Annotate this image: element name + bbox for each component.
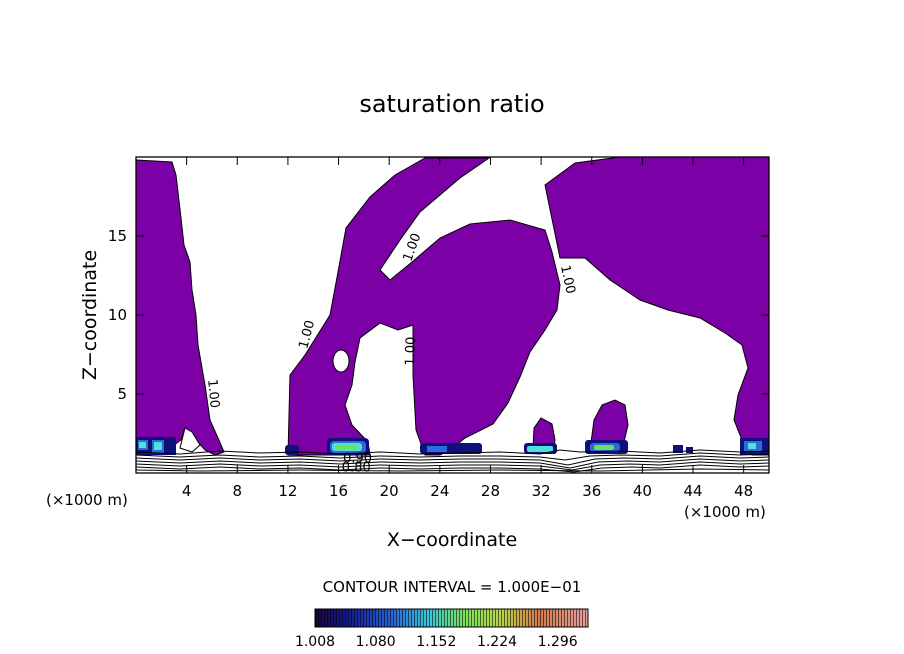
x-tick-label: 20 (380, 482, 399, 500)
x-tick-label: 8 (233, 482, 243, 500)
x-tick-label: 16 (329, 482, 348, 500)
colorbar-tick-label: 1.080 (356, 634, 396, 650)
x-axis-label: X−coordinate (387, 529, 517, 551)
region-central-arch (287, 157, 561, 456)
contour-label: 1.00 (403, 336, 419, 365)
contour-label: 1.00 (204, 379, 221, 409)
x-unit-right: (×1000 m) (684, 503, 766, 521)
contour-label: 0.80 (342, 461, 371, 476)
x-tick-label: 48 (734, 482, 753, 500)
y-tick-label: 5 (117, 385, 127, 403)
y-tick-label: 15 (108, 227, 127, 245)
colorbar: 1.008 1.080 1.152 1.224 1.296 (295, 608, 589, 650)
high-saturation-patches (136, 437, 769, 455)
colorbar-tick-labels: 1.008 1.080 1.152 1.224 1.296 (295, 634, 578, 650)
y-ticks (136, 235, 769, 395)
x-tick-label: 24 (430, 482, 449, 500)
saturated-regions (136, 157, 769, 456)
x-tick-label: 40 (633, 482, 652, 500)
colorbar-tick-label: 1.152 (416, 634, 456, 650)
region-right-dome (544, 157, 769, 456)
colorbar-stripes (315, 609, 588, 627)
contour-label: 1.00 (557, 264, 578, 295)
contour-label: 0.90 (343, 452, 372, 467)
x-ticks (186, 157, 745, 473)
x-tick-label: 12 (278, 482, 297, 500)
y-axis-label: Z−coordinate (79, 250, 101, 380)
low-level-contours (136, 449, 769, 473)
unsaturated-holes (179, 349, 350, 453)
x-tick-label: 36 (582, 482, 601, 500)
x-tick-label: 4 (182, 482, 192, 500)
y-tick-labels: 5 10 15 (108, 227, 127, 403)
region-left-column (136, 159, 225, 456)
colorbar-tick-label: 1.224 (477, 634, 517, 650)
x-tick-labels: 4 8 12 16 20 24 28 32 36 40 44 48 (182, 482, 753, 500)
contour-interval-text: CONTOUR INTERVAL = 1.000E−01 (323, 578, 582, 596)
x-tick-label: 44 (683, 482, 702, 500)
x-unit-left: (×1000 m) (46, 491, 128, 509)
colorbar-tick-label: 1.008 (295, 634, 335, 650)
contour-label: 1.00 (296, 319, 318, 351)
hole-small (332, 349, 350, 373)
chart-title: saturation ratio (359, 90, 544, 118)
y-tick-label: 10 (108, 306, 127, 324)
contour-labels: 1.001.001.001.001.000.900.80 (204, 231, 577, 475)
colorbar-tick-label: 1.296 (538, 634, 578, 650)
x-tick-label: 32 (532, 482, 551, 500)
x-tick-label: 28 (481, 482, 500, 500)
hole-left (179, 427, 201, 453)
